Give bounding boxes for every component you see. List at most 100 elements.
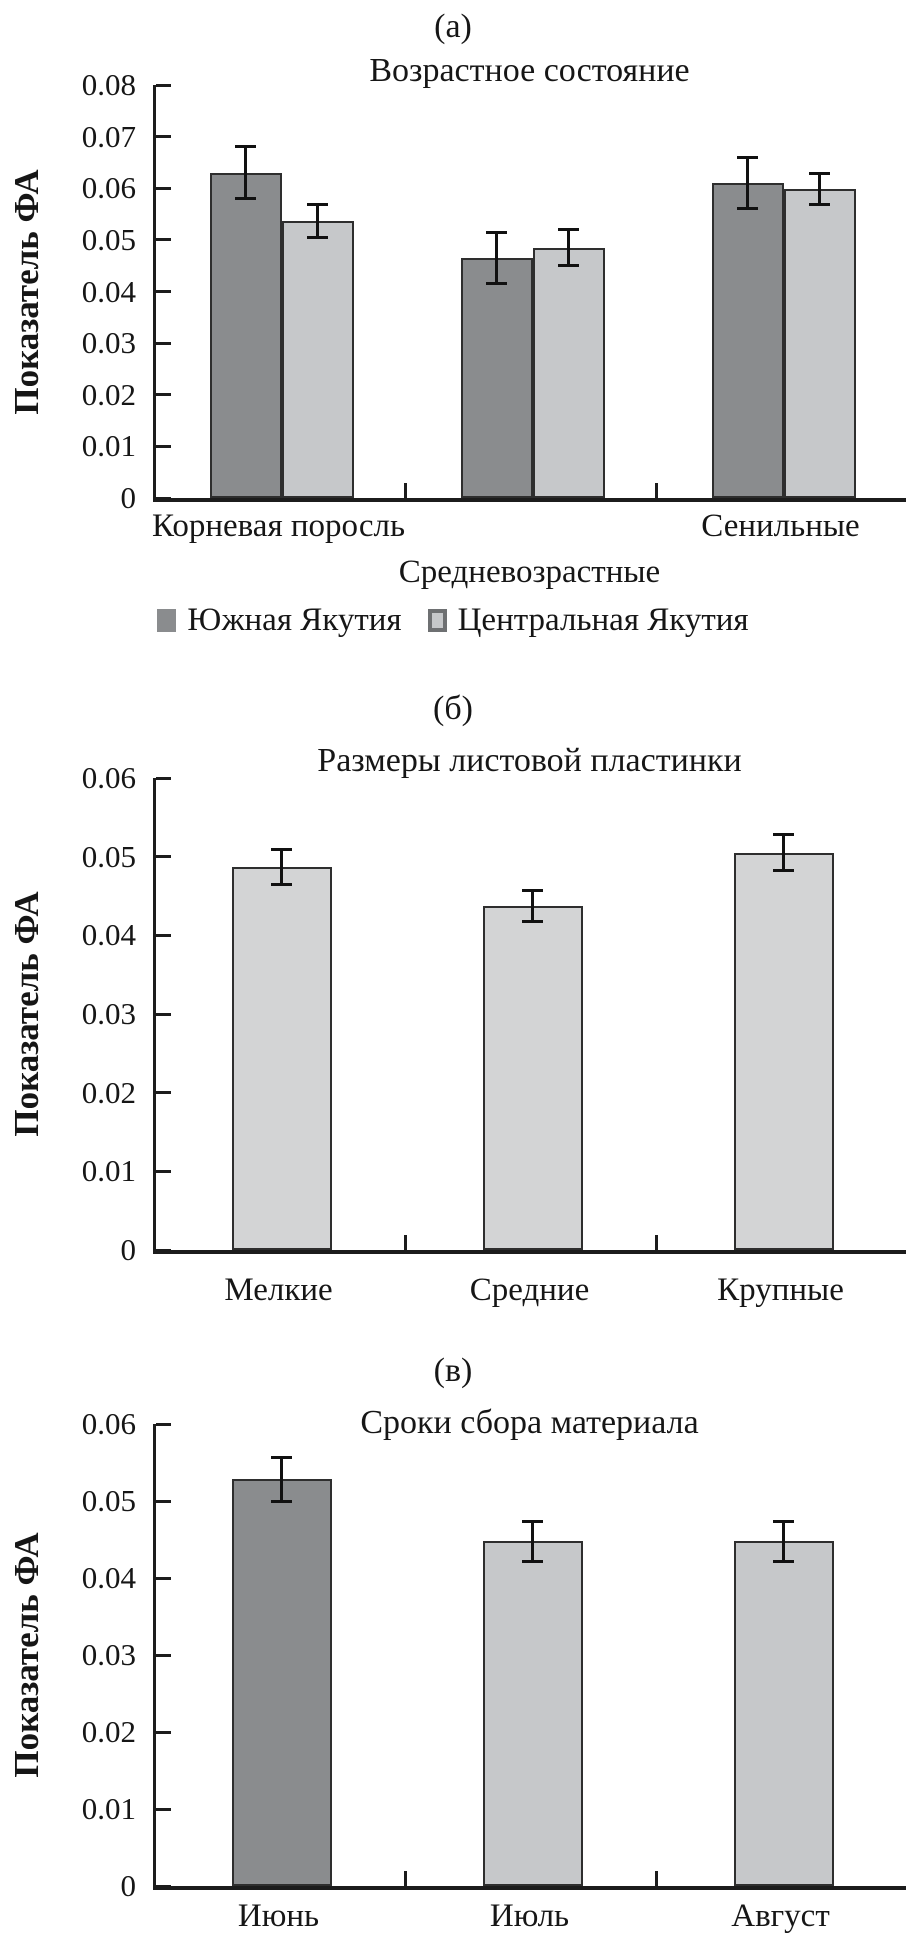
x-tick-mark — [404, 1871, 407, 1886]
error-bar-cap — [773, 1559, 794, 1563]
legend-label: Центральная Якутия — [457, 602, 749, 638]
error-bar — [567, 229, 570, 266]
y-tick-label: 0.04 — [81, 1560, 136, 1595]
legend-marker-dark-square-icon — [157, 609, 177, 632]
bar-Средневозрастные — [532, 247, 605, 498]
y-tick-mark — [156, 1169, 171, 1173]
error-bar — [531, 1521, 534, 1562]
error-bar-cap — [773, 869, 794, 873]
panel-label-b: (б) — [433, 690, 473, 727]
error-bar-cap — [773, 1519, 794, 1523]
y-tick-mark — [156, 393, 171, 397]
y-tick-mark — [156, 238, 171, 242]
y-tick-mark — [156, 1807, 171, 1811]
error-bar-cap — [271, 1499, 292, 1503]
error-bar — [280, 849, 283, 885]
y-tick-mark — [156, 776, 171, 780]
y-tick-mark — [156, 1884, 171, 1888]
x-category-label: Средние — [469, 1272, 590, 1308]
y-tick-label: 0.05 — [81, 1483, 136, 1518]
chart-title-v: Сроки сбора материала — [360, 1404, 699, 1441]
x-tick-mark — [655, 483, 658, 498]
error-bar-cap — [522, 888, 543, 892]
y-tick-label: 0.04 — [81, 917, 136, 953]
panel-label-v: (в) — [433, 1352, 473, 1389]
y-tick-label: 0.01 — [81, 1153, 136, 1189]
error-bar-cap — [235, 145, 256, 149]
error-bar-cap — [486, 230, 507, 234]
bar-Сенильные — [783, 189, 856, 498]
error-bar — [782, 834, 785, 871]
legend-marker-light-square-icon — [427, 609, 447, 632]
error-bar — [746, 157, 749, 209]
x-tick-mark — [404, 1235, 407, 1250]
y-tick-label: 0 — [120, 480, 137, 515]
y-tick-mark — [156, 1091, 171, 1095]
error-bar — [316, 204, 319, 238]
bar-Июль — [482, 1541, 583, 1886]
y-tick-label: 0 — [120, 1868, 137, 1903]
bar-Корневая поросль — [281, 221, 354, 498]
x-category-label: Крупные — [717, 1272, 844, 1308]
y-tick-mark — [156, 855, 171, 859]
y-tick-mark — [156, 135, 171, 139]
y-tick-mark — [156, 83, 171, 87]
error-bar-cap — [809, 203, 830, 207]
error-bar-cap — [307, 203, 328, 207]
y-tick-label: 0.03 — [81, 996, 136, 1031]
y-tick-label: 0.01 — [81, 1791, 136, 1826]
error-bar-cap — [307, 236, 328, 240]
y-tick-label: 0.06 — [81, 760, 136, 795]
y-tick-mark — [156, 290, 171, 293]
y-tick-mark — [156, 1499, 171, 1503]
bar-Мелкие — [231, 866, 332, 1250]
error-bar-cap — [522, 1559, 543, 1563]
error-bar — [531, 890, 534, 922]
error-bar — [244, 146, 247, 199]
x-category-label: Август — [731, 1898, 830, 1934]
y-tick-label: 0.05 — [81, 221, 136, 257]
y-tick-label: 0.02 — [81, 1074, 136, 1110]
y-tick-label: 0 — [120, 1232, 137, 1267]
y-tick-mark — [156, 1730, 171, 1734]
y-tick-mark — [156, 341, 171, 345]
y-tick-label: 0.06 — [81, 1406, 136, 1441]
plot-area-a: 0.08 0.07 0.06 0.05 0.04 0.03 0.02 0.01 0 — [82, 69, 906, 514]
panel-label-a: (а) — [434, 8, 472, 45]
error-bar-cap — [522, 1519, 543, 1523]
chart-title-b: Размеры листовой пластинки — [317, 742, 742, 779]
x-category-label: Июль — [489, 1898, 570, 1934]
error-bar-cap — [558, 264, 579, 268]
x-category-label: Средневозрастные — [398, 554, 661, 590]
legend-label: Южная Якутия — [187, 602, 402, 638]
error-bar-cap — [737, 155, 758, 159]
bar-Корневая поросль — [209, 172, 282, 498]
y-tick-label: 0.02 — [81, 1714, 136, 1749]
legend: Южная Якутия Центральная Якутия — [0, 602, 906, 639]
y-tick-label: 0.07 — [81, 118, 136, 154]
bar-Средневозрастные — [460, 257, 533, 498]
error-bar-cap — [737, 207, 758, 211]
x-tick-mark — [404, 483, 407, 498]
bar-Крупные — [733, 852, 834, 1250]
x-category-label: Мелкие — [224, 1272, 333, 1308]
legend-item-south-yakutia: Южная Якутия — [157, 602, 402, 639]
y-tick-label: 0.04 — [81, 273, 136, 309]
error-bar-cap — [809, 172, 830, 176]
y-tick-mark — [156, 1653, 171, 1657]
error-bar-cap — [773, 833, 794, 837]
legend-item-central-yakutia: Центральная Якутия — [427, 602, 749, 639]
y-tick-label: 0.08 — [81, 67, 136, 102]
error-bar — [782, 1521, 785, 1562]
y-tick-mark — [156, 496, 171, 500]
y-tick-mark — [156, 1248, 171, 1252]
error-bar-cap — [271, 1456, 292, 1460]
bar-Июнь — [231, 1479, 332, 1886]
y-tick-label: 0.01 — [81, 428, 136, 464]
x-category-label: Сенильные — [701, 508, 860, 544]
error-bar-cap — [486, 282, 507, 286]
bar-Август — [733, 1541, 834, 1886]
